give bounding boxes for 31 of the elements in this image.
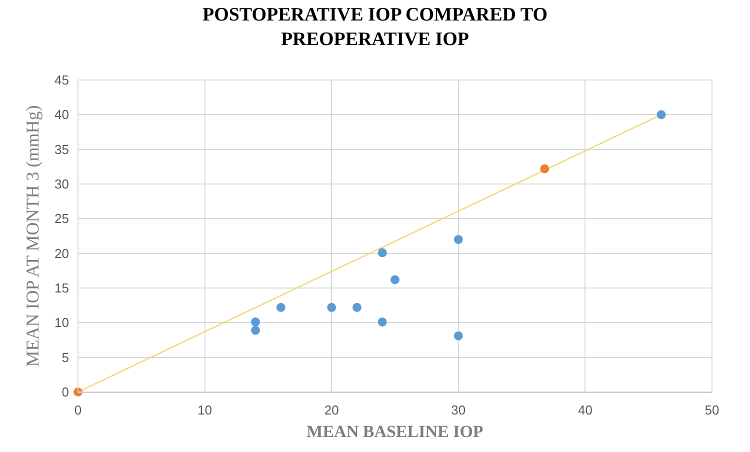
y-tick-label: 45: [54, 72, 69, 88]
point: [251, 317, 260, 326]
x-tick-label: 20: [324, 402, 339, 418]
x-axis-title: MEAN BASELINE IOP: [306, 422, 484, 441]
y-axis-title: MEAN IOP AT MONTH 3 (mmHg): [22, 105, 43, 367]
y-tick-label: 10: [54, 315, 69, 330]
y-tick-label: 20: [54, 246, 69, 261]
point: [656, 110, 666, 120]
point: [378, 248, 387, 258]
y-tick-label: 30: [54, 176, 69, 192]
point: [378, 317, 387, 326]
point: [352, 302, 362, 312]
y-tick-label: 35: [54, 142, 69, 157]
x-tick-label: 30: [451, 402, 466, 418]
y-tick-label: 15: [54, 280, 69, 296]
y-tick-label: 40: [54, 107, 69, 122]
chart-title: POSTOPERATIVE IOP COMPARED TO PREOPERATIVE IOP: [202, 4, 548, 50]
point: [276, 302, 286, 312]
point: [540, 164, 550, 174]
x-tick-label: 0: [74, 402, 82, 418]
y-tick-label: 0: [62, 384, 69, 400]
x-tick-label: 10: [198, 402, 212, 418]
point: [390, 275, 400, 284]
point: [454, 331, 463, 340]
point: [251, 326, 260, 335]
y-tick-label: 5: [62, 350, 69, 365]
x-tick-label: 40: [578, 402, 592, 418]
x-tick-label: 50: [704, 402, 720, 418]
point: [454, 234, 463, 244]
y-tick-label: 25: [54, 211, 69, 226]
point: [327, 302, 336, 312]
